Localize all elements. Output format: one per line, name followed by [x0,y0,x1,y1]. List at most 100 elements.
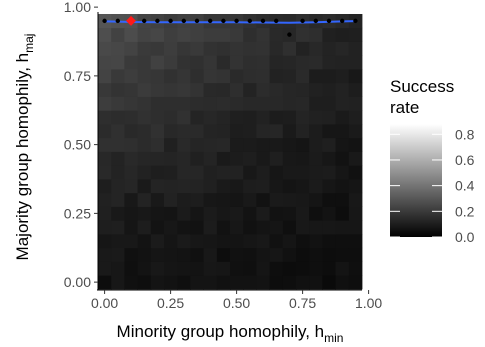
optimal-point [102,18,107,24]
heatmap-cell [111,82,125,97]
heatmap-cell [98,27,112,42]
heatmap-cell [216,247,231,262]
heatmap-cell [243,220,257,235]
heatmap-cell [256,165,270,180]
legend-title-line-2: rate [390,98,419,117]
heatmap-cell [137,110,152,125]
heatmap-cell [177,110,191,125]
heatmap-cell [256,206,270,221]
heatmap-cell [256,41,270,56]
heatmap-cell [269,41,284,56]
heatmap-cell [124,275,138,290]
x-tick-label: 0.25 [157,295,184,311]
heatmap-cell [111,151,125,166]
heatmap-cell [216,165,231,180]
heatmap-cell [309,69,323,84]
heatmap-cell [190,179,204,194]
heatmap-cell [98,165,112,180]
heatmap-cell [296,220,310,235]
heatmap-cell [230,55,244,70]
optimal-point [208,18,213,24]
heatmap-cell [111,192,125,207]
optimal-points-group [102,15,358,37]
heatmap-cell [282,151,297,166]
heatmap-cell [216,110,231,125]
heatmap-cell [335,151,350,166]
heatmap-cell [256,261,270,276]
heatmap-cell [230,69,244,84]
heatmap-cell [348,234,363,249]
heatmap-cell [296,234,310,249]
heatmap-cell [203,192,218,207]
heatmap-cell [164,55,178,70]
heatmap-cell [243,206,257,221]
heatmap-cell [111,110,125,125]
heatmap-cell [137,96,152,111]
heatmap-cell [216,192,231,207]
heatmap-cell [203,96,218,111]
heatmap-cell [282,261,297,276]
heatmap-cell [124,124,138,139]
heatmap-cell [296,165,310,180]
heatmap-cell [269,179,284,194]
heatmap-cell [322,247,336,262]
heatmap-cell [282,247,297,262]
heatmap-cell [309,275,323,290]
heatmap-cell [256,247,270,262]
heatmap-cell [190,247,204,262]
heatmap-cell [111,275,125,290]
heatmap-cell [348,206,363,221]
heatmap-cell [150,41,165,56]
heatmap-cell [322,41,336,56]
heatmap-cell [216,41,231,56]
heatmap-cell [348,165,363,180]
heatmap-cell [111,220,125,235]
legend-tick-label: 0.4 [455,178,475,194]
heatmap-cell [216,82,231,97]
heatmap-cell [164,41,178,56]
heatmap-cell [216,220,231,235]
heatmap-cell [98,69,112,84]
heatmap-cell [348,82,363,97]
heatmap-cell [111,124,125,139]
heatmap-cell [124,27,138,42]
heatmap-cell [216,137,231,152]
heatmap-cell [111,55,125,70]
heatmap-cell [335,192,350,207]
heatmap-cell [309,151,323,166]
heatmap-cell [296,55,310,70]
heatmap-cell [296,206,310,221]
heatmap-cell [309,179,323,194]
heatmap-cell [203,27,218,42]
heatmap-cell [296,110,310,125]
heatmap-cell [256,192,270,207]
heatmap-cell [230,206,244,221]
heatmap-cell [309,234,323,249]
heatmap-cell [124,151,138,166]
heatmap-cell [177,234,191,249]
heatmap-cell [124,55,138,70]
heatmap-cell [190,55,204,70]
heatmap-cell [309,261,323,276]
heatmap-cell [98,124,112,139]
heatmap-cell [98,137,112,152]
heatmap-cell [269,151,284,166]
heatmap-cell [348,27,363,42]
heatmap-cell [150,137,165,152]
heatmap-cell [322,165,336,180]
heatmap-cell [190,124,204,139]
heatmap-cell [164,96,178,111]
heatmap-cell [98,110,112,125]
heatmap-cell [243,275,257,290]
heatmap-cell [137,179,152,194]
heatmap-cell [137,124,152,139]
heatmap-cell [309,192,323,207]
heatmap-cell [256,179,270,194]
heatmap-cell [230,220,244,235]
y-tick-label: 1.00 [64,0,91,15]
heatmap-cell [137,206,152,221]
heatmap-cell [269,110,284,125]
heatmap-cell [190,110,204,125]
heatmap-cell [124,165,138,180]
optimal-point [274,18,279,24]
